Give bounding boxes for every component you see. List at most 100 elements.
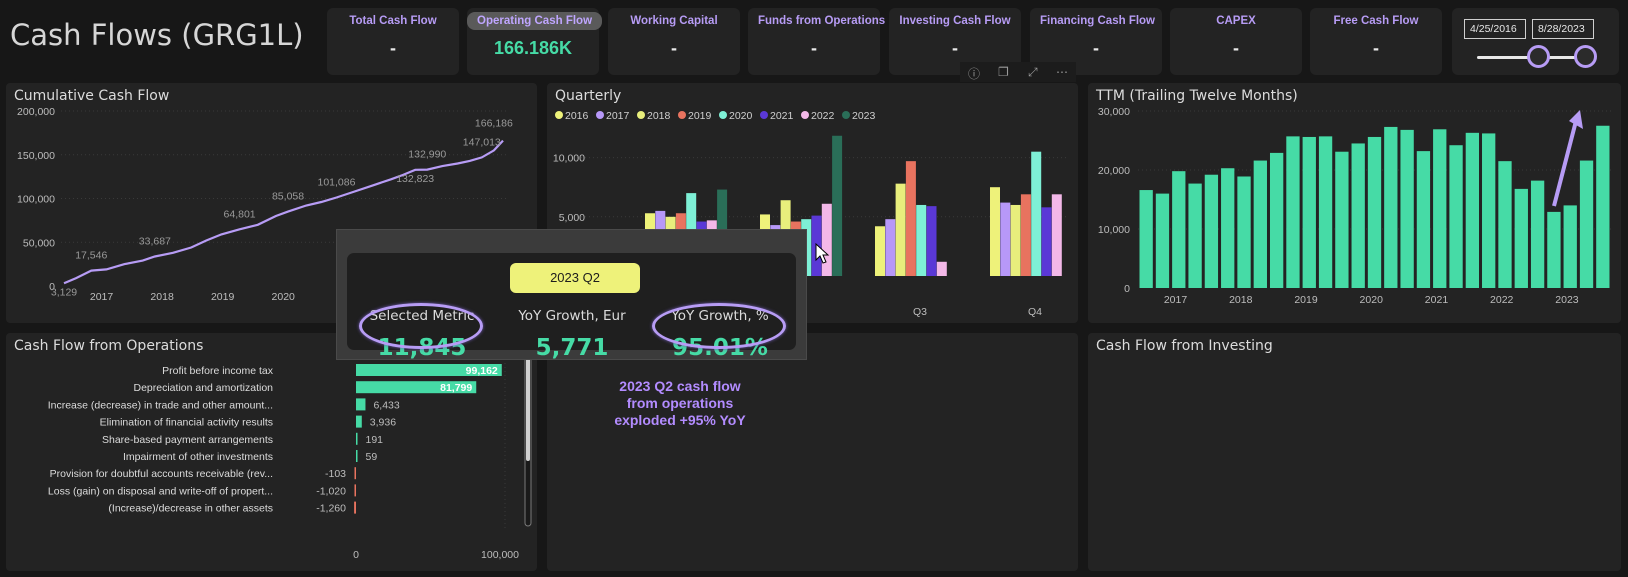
ttm-bar: [1188, 183, 1202, 288]
legend-marker: [596, 111, 604, 119]
ttm-bar: [1498, 161, 1512, 288]
y-tick-label: 0: [49, 281, 55, 293]
focus-mode-icon[interactable]: ⤢: [1028, 65, 1038, 79]
start-date-input[interactable]: 4/25/2016: [1464, 19, 1526, 39]
quarterly-bar: [916, 204, 927, 276]
highlight-ring: [359, 303, 483, 349]
x-tick-label: 2021: [1425, 294, 1449, 306]
legend-marker: [678, 111, 686, 119]
ttm-bar: [1563, 205, 1577, 288]
kpi-label: Total Cash Flow: [349, 15, 437, 27]
operations-bar: [356, 432, 358, 445]
value-label: 191: [366, 434, 384, 446]
kpi-card[interactable]: Investing Cash Flow -: [889, 8, 1021, 75]
yoy-eur-card: YoY Growth, Eur 5,771: [497, 308, 647, 361]
end-date-input[interactable]: 8/28/2023: [1532, 19, 1594, 39]
operations-bar: [354, 484, 356, 497]
yoy-eur-value: 5,771: [535, 335, 609, 361]
ttm-bar: [1204, 174, 1219, 288]
kpi-value: -: [952, 38, 958, 58]
x-tick-label: 2017: [90, 291, 114, 303]
cash-flow-from-investing-panel: Cash Flow from Investing: [1088, 333, 1621, 571]
ttm-bar: [1596, 125, 1610, 288]
legend-label: 2023: [852, 110, 876, 122]
category-label: Elimination of financial activity result…: [100, 417, 273, 429]
cumulative-line-chart: 0 50,000 100,000 150,000 200,000 2017 2018 2019…: [17, 106, 513, 303]
kpi-card[interactable]: Operating Cash Flow 166.186K: [467, 8, 603, 75]
quarterly-bar: [885, 219, 896, 276]
quarterly-bar: [1010, 204, 1021, 276]
value-label: -1,020: [316, 485, 346, 497]
ttm-bar: [1139, 190, 1153, 288]
quarterly-bar: [936, 261, 947, 276]
ttm-bar: [1482, 133, 1496, 288]
kpi-value: -: [671, 38, 677, 58]
y-tick-label: 10,000: [553, 153, 585, 165]
y-tick-label: 100,000: [17, 194, 55, 206]
data-label: 33,687: [139, 236, 171, 248]
quarterly-bar: [1000, 202, 1011, 276]
legend-label: 2016: [565, 110, 589, 122]
kpi-label: Operating Cash Flow: [467, 12, 603, 30]
kpi-label: Free Cash Flow: [1333, 15, 1419, 27]
copy-icon[interactable]: ❐: [998, 65, 1009, 79]
ttm-bar: [1579, 160, 1594, 288]
quarterly-bar: [990, 187, 1000, 276]
data-label: 147,013: [463, 136, 501, 148]
ttm-bar: [1155, 193, 1170, 288]
legend-label: 2021: [770, 110, 794, 122]
kpi-card[interactable]: Funds from Operations -: [748, 8, 885, 75]
ttm-bar: [1433, 129, 1447, 288]
y-tick-label: 50,000: [23, 237, 55, 249]
ttm-bar: [1351, 143, 1365, 288]
ttm-bar: [1449, 145, 1463, 288]
quarterly-bar: [832, 135, 843, 276]
kpi-value: -: [390, 38, 396, 58]
legend-marker: [801, 111, 809, 119]
annotation-line: from operations: [626, 395, 734, 411]
kpi-card[interactable]: CAPEX -: [1170, 8, 1302, 75]
ttm-bar: [1530, 180, 1545, 288]
x-tick-label: 0: [353, 549, 359, 561]
kpi-card[interactable]: Free Cash Flow -: [1310, 8, 1442, 75]
legend-marker: [555, 111, 563, 119]
kpi-value: -: [1373, 38, 1379, 58]
category-label: Share-based payment arrangements: [102, 434, 273, 446]
operations-bar: [356, 381, 477, 394]
kpi-label: Funds from Operations: [758, 15, 886, 27]
category-label: Depreciation and amortization: [134, 382, 274, 394]
legend-label: 2020: [729, 110, 753, 122]
legend-marker: [637, 111, 645, 119]
legend-label: 2019: [688, 110, 712, 122]
quarterly-bar: [1051, 194, 1062, 276]
ttm-bar: [1547, 211, 1561, 288]
more-options-icon[interactable]: ⋯: [1056, 65, 1068, 79]
quarterly-bar: [821, 203, 832, 276]
tooltip-period-badge: 2023 Q2: [510, 263, 640, 293]
category-label: (Increase)/decrease in other assets: [108, 503, 273, 515]
kpi-label: Financing Cash Flow: [1040, 15, 1156, 27]
date-slider-start-handle[interactable]: [1527, 45, 1550, 68]
kpi-card[interactable]: Working Capital -: [608, 8, 740, 75]
y-tick-label: 30,000: [1098, 106, 1130, 118]
help-icon[interactable]: ⓘ: [968, 67, 981, 81]
y-tick-label: 200,000: [17, 106, 55, 118]
x-tick-label: 2017: [1164, 294, 1188, 306]
x-tick-label: 2020: [272, 291, 296, 303]
operations-bar: [356, 364, 502, 376]
x-tick-label: 2018: [150, 291, 174, 303]
x-tick-label: Q3: [913, 306, 927, 318]
cash-flow-from-operations-panel: Cash Flow from Operations Profit before …: [6, 333, 537, 571]
panel-title: TTM (Trailing Twelve Months): [1096, 88, 1298, 104]
ttm-bar: [1237, 176, 1251, 288]
ttm-bar: [1514, 188, 1528, 288]
x-tick-label: 2018: [1229, 294, 1253, 306]
ttm-bar: [1269, 152, 1284, 288]
kpi-card[interactable]: Total Cash Flow -: [327, 8, 459, 75]
ttm-bar: [1400, 129, 1414, 288]
kpi-value: -: [1233, 38, 1239, 58]
legend-label: 2018: [647, 110, 671, 122]
date-slider-end-handle[interactable]: [1574, 45, 1597, 68]
x-tick-label: 2023: [1555, 294, 1579, 306]
scrollbar-thumb: [526, 351, 530, 461]
